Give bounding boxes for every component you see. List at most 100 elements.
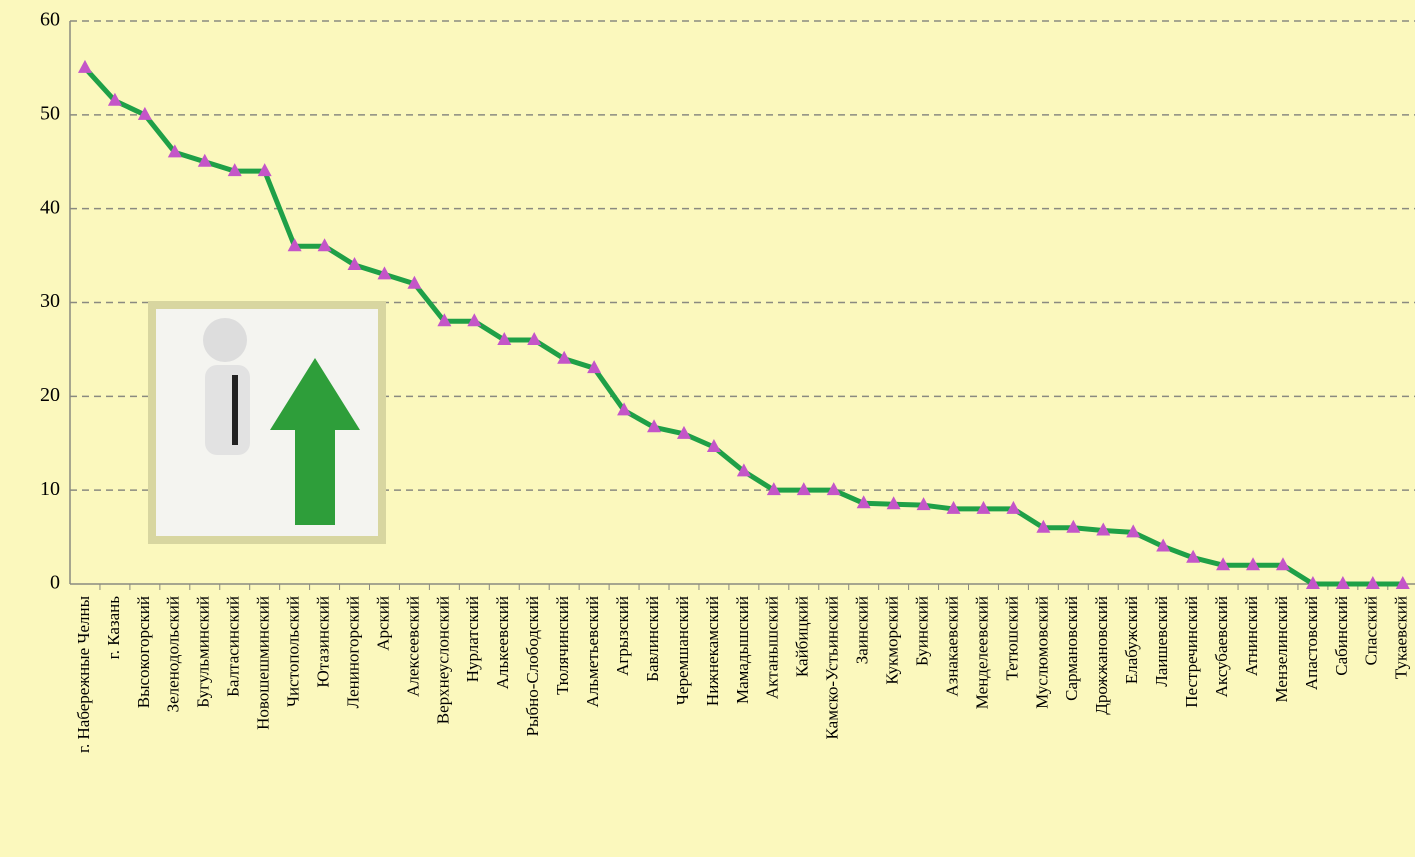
x-tick-label: Менделеевский <box>972 596 991 709</box>
marker <box>527 332 542 346</box>
x-tick-label: Заинский <box>853 596 872 664</box>
x-tick-label: Ютазинский <box>313 596 332 688</box>
marker <box>557 350 572 364</box>
x-tick-label: Мамадышский <box>733 596 752 704</box>
x-tick-label: Азнакаевский <box>942 596 961 697</box>
x-tick-label: Новошешминский <box>254 596 273 730</box>
marker <box>587 360 602 374</box>
marker <box>1006 500 1021 514</box>
marker <box>706 439 721 453</box>
x-tick-label: Сабинский <box>1332 596 1351 676</box>
marker <box>107 92 122 106</box>
marker <box>796 482 811 496</box>
marker <box>1066 519 1081 533</box>
marker <box>1365 576 1380 589</box>
marker <box>1395 576 1410 589</box>
marker <box>856 495 871 509</box>
decorative-image <box>148 301 386 544</box>
x-tick-label: г. Казань <box>104 596 123 660</box>
y-tick-label: 10 <box>40 478 60 500</box>
x-tick-label: Чистопольский <box>284 596 303 707</box>
marker <box>647 419 662 433</box>
marker <box>976 500 991 514</box>
x-tick-label: Агрызский <box>613 596 632 676</box>
marker <box>1305 576 1320 589</box>
figure-body <box>205 365 250 455</box>
marker <box>287 238 302 252</box>
marker <box>676 425 691 439</box>
marker <box>377 266 392 280</box>
x-tick-label: Нурлатский <box>463 596 482 682</box>
marker <box>167 144 182 158</box>
marker <box>1246 557 1261 571</box>
marker <box>916 497 931 511</box>
marker <box>467 313 482 327</box>
x-tick-label: Аксубаевский <box>1212 596 1231 697</box>
x-tick-label: Буинский <box>912 596 931 666</box>
x-tick-label: Бавлинский <box>643 596 662 682</box>
marker <box>1126 524 1141 538</box>
x-tick-label: Спасский <box>1362 596 1381 666</box>
x-tick-label: Елабужский <box>1122 596 1141 684</box>
marker <box>1335 576 1350 589</box>
marker <box>137 106 152 120</box>
x-tick-label: Тетюшский <box>1002 596 1021 681</box>
y-tick-label: 40 <box>40 196 60 218</box>
x-tick-label: Альметьевский <box>583 596 602 707</box>
marker <box>736 463 751 477</box>
x-tick-label: Балтасинский <box>224 596 243 697</box>
x-tick-label: Черемшанский <box>673 596 692 705</box>
x-tick-label: Тукаевский <box>1392 596 1411 679</box>
marker <box>437 313 452 327</box>
x-tick-label: Лениногорский <box>343 596 362 708</box>
x-tick-label: Дрожжановский <box>1092 596 1111 715</box>
marker <box>1275 557 1290 571</box>
x-tick-label: Актанышский <box>763 596 782 699</box>
x-tick-label: Мензелинский <box>1272 596 1291 702</box>
x-tick-label: Атнинский <box>1242 596 1261 676</box>
x-tick-label: Зеленодольский <box>164 596 183 712</box>
x-tick-label: Верхнеуслонский <box>433 596 452 724</box>
y-tick-label: 60 <box>40 9 60 31</box>
marker <box>826 482 841 496</box>
marker <box>197 153 212 167</box>
marker <box>1036 519 1051 533</box>
marker <box>77 59 92 73</box>
x-tick-label: Тюлячинский <box>553 596 572 695</box>
x-tick-label: Камско-Устьинский <box>823 596 842 739</box>
y-tick-label: 0 <box>50 572 60 594</box>
y-tick-label: 20 <box>40 384 60 406</box>
marker <box>497 332 512 346</box>
green-arrow <box>270 358 360 525</box>
marker <box>1096 522 1111 536</box>
figure-head <box>203 318 247 362</box>
x-tick-label: Алькеевский <box>493 596 512 689</box>
marker <box>257 163 272 177</box>
marker <box>946 500 961 514</box>
x-tick-label: Алексеевский <box>403 596 422 697</box>
x-tick-label: Сармановский <box>1062 596 1081 701</box>
figure-tie <box>232 375 238 445</box>
marker <box>227 163 242 177</box>
marker <box>1186 549 1201 563</box>
x-tick-label: г. Набережные Челны <box>74 595 93 753</box>
marker <box>766 482 781 496</box>
x-tick-label: Арский <box>373 596 392 651</box>
marker <box>407 275 422 289</box>
x-tick-label: Лаишевский <box>1152 596 1171 687</box>
x-tick-label: Нижнекамский <box>703 596 722 706</box>
marker <box>347 256 362 270</box>
x-tick-label: Муслюмовский <box>1032 596 1051 709</box>
marker <box>1216 557 1231 571</box>
marker <box>1156 538 1171 552</box>
x-tick-label: Кукморский <box>883 596 902 685</box>
x-tick-label: Апастовский <box>1302 596 1321 690</box>
x-tick-label: Бугульминский <box>194 596 213 708</box>
x-tick-label: Кайбицкий <box>793 596 812 677</box>
x-tick-label: Высокогорский <box>134 596 153 708</box>
x-tick-label: Пестречинский <box>1182 596 1201 708</box>
y-tick-label: 30 <box>40 290 60 312</box>
x-tick-label: Рыбно-Слободский <box>523 596 542 736</box>
